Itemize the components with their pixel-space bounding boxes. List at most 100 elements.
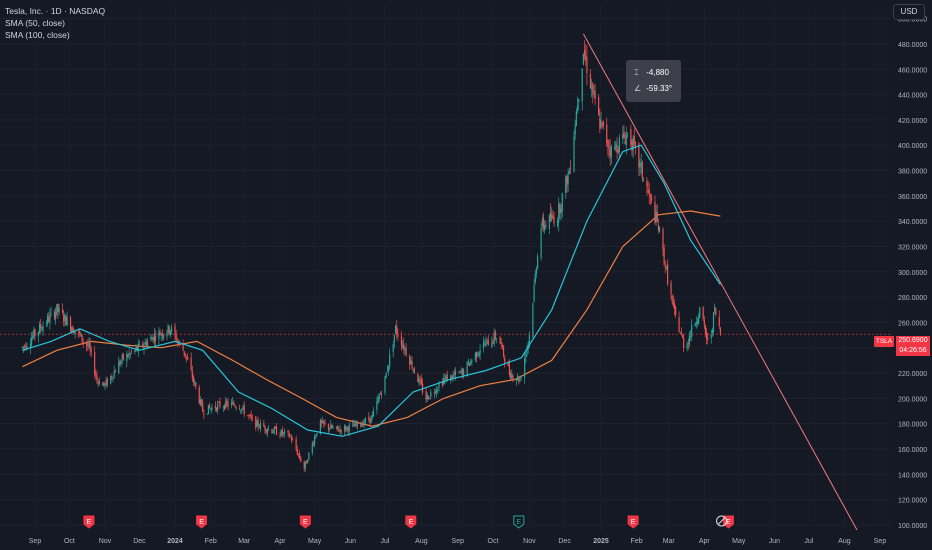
candle[interactable] (214, 401, 216, 412)
candle[interactable] (134, 349, 136, 355)
candle[interactable] (697, 312, 700, 325)
candle[interactable] (683, 333, 685, 352)
candle[interactable] (663, 244, 665, 267)
candle[interactable] (537, 253, 539, 271)
candle[interactable] (585, 44, 587, 66)
candle[interactable] (86, 340, 88, 352)
candle[interactable] (556, 217, 559, 228)
candle[interactable] (144, 338, 146, 345)
candle[interactable] (565, 175, 567, 199)
candle[interactable] (308, 452, 310, 462)
candle[interactable] (687, 338, 689, 351)
candle[interactable] (335, 426, 338, 431)
candle[interactable] (332, 425, 334, 429)
candle[interactable] (377, 394, 379, 405)
candle[interactable] (235, 406, 237, 411)
candle[interactable] (145, 339, 147, 349)
candle[interactable] (183, 351, 185, 358)
candle[interactable] (567, 168, 569, 192)
candle[interactable] (583, 40, 586, 61)
legend-sma50[interactable]: SMA (50, close) (5, 18, 65, 28)
candle[interactable] (695, 316, 697, 329)
candle[interactable] (633, 128, 635, 148)
candle[interactable] (441, 377, 444, 388)
candle[interactable] (356, 420, 358, 431)
candle[interactable] (592, 81, 594, 104)
candle[interactable] (40, 318, 42, 334)
candle[interactable] (475, 351, 478, 363)
candle[interactable] (153, 327, 155, 348)
legend-title[interactable]: Tesla, Inc. · 1D · NASDAQ (5, 6, 106, 16)
candle[interactable] (227, 398, 229, 411)
candle[interactable] (664, 260, 666, 274)
candle[interactable] (256, 419, 258, 427)
candle[interactable] (499, 335, 501, 344)
candle[interactable] (639, 158, 641, 177)
candle[interactable] (618, 134, 620, 159)
candle[interactable] (316, 433, 318, 437)
candle[interactable] (638, 142, 640, 177)
candle[interactable] (119, 359, 121, 366)
candle[interactable] (430, 389, 432, 400)
candle[interactable] (215, 406, 218, 413)
candle[interactable] (549, 203, 552, 223)
candle[interactable] (79, 329, 81, 337)
candle[interactable] (578, 98, 580, 111)
candle[interactable] (122, 353, 124, 362)
candle[interactable] (72, 325, 74, 332)
candle[interactable] (114, 368, 116, 373)
candle[interactable] (166, 329, 168, 341)
candle[interactable] (411, 356, 413, 371)
candle[interactable] (45, 320, 48, 328)
candle[interactable] (544, 220, 546, 234)
candle[interactable] (589, 69, 592, 90)
candle[interactable] (219, 397, 221, 409)
candle[interactable] (417, 372, 419, 383)
candle[interactable] (137, 339, 139, 357)
candle[interactable] (315, 434, 317, 439)
candle[interactable] (33, 326, 35, 339)
candle[interactable] (552, 210, 554, 220)
candle[interactable] (606, 117, 608, 148)
candle[interactable] (392, 341, 394, 358)
candle[interactable] (622, 125, 624, 144)
candle[interactable] (226, 398, 228, 408)
candle[interactable] (487, 335, 489, 346)
sma-50-path[interactable] (22, 144, 721, 437)
candle[interactable] (311, 440, 313, 456)
time-axis[interactable]: Sep Oct Nov Dec 2024 Feb Mar Apr May Jun Jul Aug Sep… (29, 538, 887, 545)
candle[interactable] (609, 139, 611, 167)
candle[interactable] (681, 333, 684, 339)
candle[interactable] (492, 338, 494, 345)
candle[interactable] (274, 425, 276, 429)
candle[interactable] (29, 337, 32, 355)
candle[interactable] (355, 420, 357, 429)
candle[interactable] (656, 204, 658, 223)
candle[interactable] (136, 346, 138, 352)
candle[interactable] (287, 429, 289, 436)
candle[interactable] (368, 411, 370, 423)
candle[interactable] (413, 367, 415, 374)
candle[interactable] (569, 159, 572, 175)
candle[interactable] (704, 324, 707, 338)
candle[interactable] (209, 402, 211, 409)
candle[interactable] (642, 177, 645, 182)
candle[interactable] (702, 306, 704, 321)
candle[interactable] (364, 416, 366, 426)
candle[interactable] (500, 337, 502, 349)
candle[interactable] (65, 315, 67, 326)
candle[interactable] (679, 332, 681, 334)
candle[interactable] (591, 79, 593, 98)
candle[interactable] (494, 329, 496, 341)
candle[interactable] (263, 419, 265, 428)
candle[interactable] (230, 399, 233, 409)
candle[interactable] (616, 136, 618, 160)
candle[interactable] (255, 415, 257, 432)
candle[interactable] (460, 367, 462, 375)
candle[interactable] (48, 311, 50, 323)
candle[interactable] (288, 431, 290, 439)
candle[interactable] (600, 111, 602, 130)
candle[interactable] (271, 428, 273, 434)
candle[interactable] (614, 140, 616, 151)
candle[interactable] (688, 331, 691, 348)
